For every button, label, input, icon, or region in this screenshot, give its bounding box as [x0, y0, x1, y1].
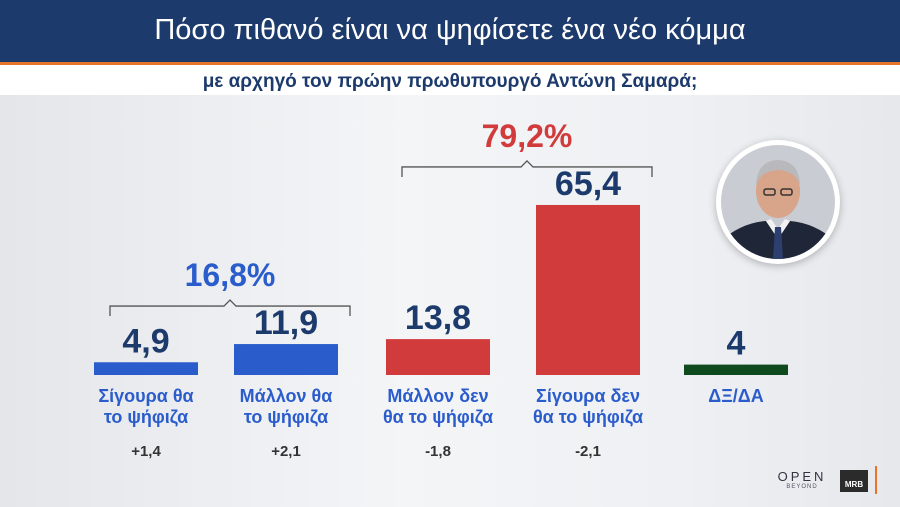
header-bar [0, 0, 900, 62]
open-beyond-logo: OPEN [777, 469, 827, 484]
open-beyond-tagline: BEYOND [786, 484, 818, 490]
subtitle-bar [0, 65, 900, 95]
bar [234, 344, 338, 375]
group-total-label: 16,8% [185, 257, 276, 293]
change-label: -1,8 [425, 443, 451, 460]
change-label: +2,1 [271, 443, 301, 460]
bar [536, 204, 640, 375]
bar [386, 339, 490, 375]
logo-divider [875, 466, 877, 494]
bar-value-label: 4,9 [122, 322, 169, 360]
group-bracket [401, 160, 653, 177]
chart-subtitle: με αρχηγό τον πρώην πρωθυπουργό Αντώνη Σ… [202, 71, 698, 92]
category-label: θα το ψήφιζα [383, 407, 493, 428]
category-label: Σίγουρα θα [98, 386, 193, 406]
group-total-label: 79,2% [482, 118, 573, 154]
person-portrait-icon [716, 140, 840, 264]
category-label: το ψήφιζα [244, 407, 328, 428]
category-label: θα το ψήφιζα [533, 407, 643, 428]
category-label: Μάλλον δεν [387, 386, 488, 406]
bar [94, 362, 198, 375]
chart-title: Πόσο πιθανό είναι να ψηφίσετε ένα νέο κό… [154, 14, 746, 46]
accent-divider [0, 62, 900, 65]
bar-value-label: 11,9 [254, 304, 318, 342]
category-label: Σίγουρα δεν [536, 386, 640, 406]
change-label: +1,4 [131, 443, 161, 460]
mrb-logo: MRB [840, 470, 868, 492]
bar-value-label: 65,4 [555, 165, 621, 203]
bar-value-label: 13,8 [405, 299, 471, 337]
category-label: ΔΞ/ΔΑ [708, 386, 763, 406]
change-label: -2,1 [575, 443, 601, 460]
group-bracket [109, 299, 351, 317]
bar-value-label: 4 [727, 325, 746, 363]
category-label: το ψήφιζα [104, 407, 188, 428]
bar [684, 364, 788, 375]
category-label: Μάλλον θα [240, 386, 333, 406]
